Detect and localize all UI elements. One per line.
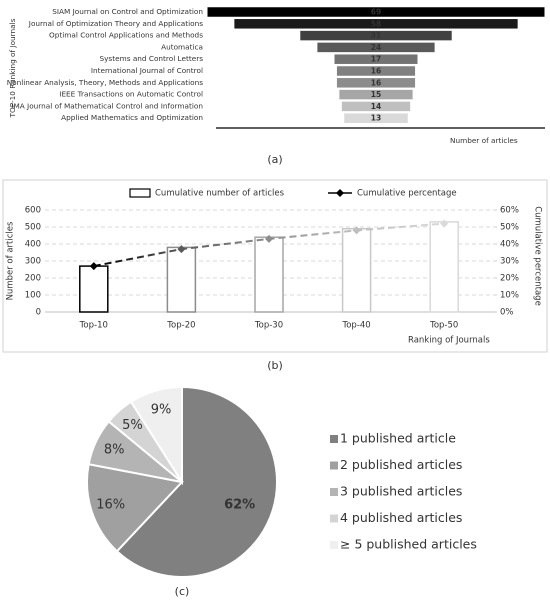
value-label: 14 [371,102,381,111]
x-tick-label: Top-20 [166,321,195,331]
journal-label: Automatica [161,42,203,51]
legend-swatch [330,435,338,443]
journal-label: Journal of Optimization Theory and Appli… [28,19,203,28]
y-tick-label: 100 [25,291,41,301]
point [89,262,98,271]
y2-tick-label: 30% [500,257,519,267]
point [352,226,361,235]
bar [79,265,109,313]
legend-swatch [330,541,338,549]
legend-swatch [330,488,338,496]
value-label: 17 [371,55,381,64]
legend-label: 2 published articles [340,457,462,472]
point [440,219,449,228]
journal-label: IMA Journal of Mathematical Control and … [11,101,203,110]
y-axis-label: TOP-10 Ranking of Journals [8,18,17,118]
bar [334,54,418,64]
y2-tick-label: 60% [500,206,519,216]
journal-label: IEEE Transactions on Automatic Control [59,90,203,99]
y2-tick-label: 20% [500,274,519,284]
x-axis-label: Number of articles [450,136,518,145]
slice-label: 8% [104,443,125,458]
caption: (a) [267,153,282,166]
y2-tick-label: 10% [500,291,519,301]
y-tick-label: 200 [25,274,41,284]
x-tick-label: Top-50 [429,321,458,331]
bar [429,221,459,313]
y2-axis-label: Cumulative percentage [533,206,543,306]
point [265,234,273,243]
value-label: 58 [371,19,381,28]
legend-swatch [330,461,338,470]
chart-frame [2,179,548,353]
legend-label: Cumulative percentage [357,189,457,199]
y-tick-label: 0 [36,308,41,318]
bar [336,78,416,88]
journal-label: Systems and Control Letters [99,54,203,63]
pie-slice [115,385,278,578]
y-tick-label: 600 [25,206,41,216]
y2-tick-label: 40% [500,240,519,250]
journal-label: SIAM Journal on Control and Optimization [52,7,203,16]
legend-swatch [330,514,338,523]
legend-marker [336,189,344,197]
y2-tick-label: 0% [500,308,514,318]
legend-label: ≥ 5 published articles [340,537,477,552]
x-axis-label: Ranking of Journals [408,336,490,346]
x-tick-label: Top-10 [79,321,108,331]
bar [341,227,372,313]
x-tick-label: Top-40 [341,321,370,331]
legend-swatch [129,188,151,198]
journal-label: International Journal of Control [91,66,203,75]
x-tick-label: Top-30 [254,321,283,331]
slice-label: 9% [151,402,172,417]
slice-label: 62% [224,497,255,512]
value-label: 13 [371,114,381,123]
y-axis-label: Number of articles [6,221,16,300]
bar [254,236,284,313]
bar [336,66,416,76]
legend-label: 4 published articles [340,510,462,525]
legend-label: Cumulative number of articles [155,189,285,199]
bar [344,113,408,123]
journal-label: Optimal Control Applications and Methods [49,31,203,40]
value-label: 31 [371,31,381,40]
legend-label: 1 published article [340,431,456,446]
bar [207,7,545,17]
y-tick-label: 300 [25,257,41,267]
legend-label: 3 published articles [340,484,462,499]
value-label: 16 [371,78,381,87]
bar [166,246,197,313]
value-label: 16 [371,67,381,76]
y2-tick-label: 50% [500,223,519,233]
journal-label: Nonlinear Analysis, Theory, Methods and … [7,78,204,87]
bar [234,19,518,29]
journal-label: Applied Mathematics and Optimization [61,113,203,122]
pie-slice [129,385,183,486]
y-tick-label: 400 [25,240,41,250]
bar [317,42,435,53]
value-label: 69 [371,8,381,17]
value-label: 24 [371,43,381,52]
slice-label: 5% [122,418,143,433]
bar [341,101,411,112]
caption: (c) [175,585,190,598]
caption: (b) [267,359,283,372]
y-tick-label: 500 [25,223,41,233]
pie-slice [86,463,184,553]
slice-label: 16% [96,498,125,513]
bar [339,89,413,100]
value-label: 15 [371,90,381,99]
bar [300,30,452,41]
point [177,245,186,254]
